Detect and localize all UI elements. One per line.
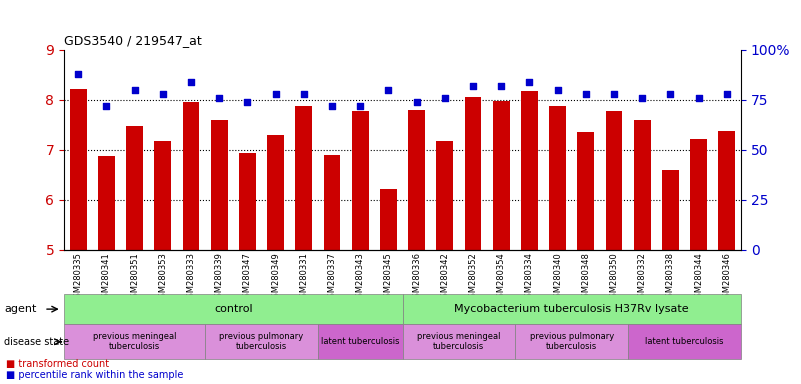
- Point: [382, 87, 395, 93]
- Point: [608, 91, 621, 97]
- Bar: [578, 132, 594, 250]
- Point: [184, 79, 197, 85]
- Point: [579, 91, 592, 97]
- Bar: [662, 170, 679, 250]
- Text: disease state: disease state: [4, 337, 69, 347]
- Text: ■ transformed count: ■ transformed count: [6, 359, 110, 369]
- Bar: [126, 126, 143, 250]
- Bar: [239, 153, 256, 250]
- Bar: [268, 135, 284, 250]
- Point: [467, 83, 480, 89]
- Bar: [606, 111, 622, 250]
- Bar: [521, 91, 538, 250]
- Text: agent: agent: [4, 304, 36, 314]
- Bar: [493, 101, 509, 250]
- Bar: [718, 131, 735, 250]
- Point: [325, 103, 338, 109]
- Bar: [324, 155, 340, 250]
- Point: [269, 91, 282, 97]
- Text: latent tuberculosis: latent tuberculosis: [646, 337, 724, 346]
- Point: [636, 95, 649, 101]
- Bar: [183, 103, 199, 250]
- Bar: [70, 89, 87, 250]
- Text: GDS3540 / 219547_at: GDS3540 / 219547_at: [64, 34, 202, 47]
- Bar: [98, 156, 115, 250]
- Bar: [690, 139, 707, 250]
- Text: ■ percentile rank within the sample: ■ percentile rank within the sample: [6, 370, 183, 380]
- Bar: [380, 189, 396, 250]
- Text: control: control: [214, 304, 252, 314]
- Point: [354, 103, 367, 109]
- Text: Mycobacterium tuberculosis H37Rv lysate: Mycobacterium tuberculosis H37Rv lysate: [454, 304, 689, 314]
- Text: latent tuberculosis: latent tuberculosis: [321, 337, 400, 346]
- Bar: [352, 111, 368, 250]
- Point: [523, 79, 536, 85]
- Point: [100, 103, 113, 109]
- Bar: [155, 141, 171, 250]
- Text: previous pulmonary
tuberculosis: previous pulmonary tuberculosis: [219, 332, 304, 351]
- Point: [551, 87, 564, 93]
- Point: [664, 91, 677, 97]
- Bar: [465, 98, 481, 250]
- Bar: [409, 110, 425, 250]
- Point: [438, 95, 451, 101]
- Point: [495, 83, 508, 89]
- Bar: [634, 120, 650, 250]
- Point: [213, 95, 226, 101]
- Point: [156, 91, 169, 97]
- Point: [720, 91, 733, 97]
- Point: [692, 95, 705, 101]
- Bar: [549, 106, 566, 250]
- Point: [297, 91, 310, 97]
- Bar: [437, 141, 453, 250]
- Point: [72, 71, 85, 77]
- Text: previous meningeal
tuberculosis: previous meningeal tuberculosis: [93, 332, 176, 351]
- Text: previous pulmonary
tuberculosis: previous pulmonary tuberculosis: [529, 332, 614, 351]
- Bar: [296, 106, 312, 250]
- Point: [241, 99, 254, 105]
- Point: [128, 87, 141, 93]
- Text: previous meningeal
tuberculosis: previous meningeal tuberculosis: [417, 332, 501, 351]
- Bar: [211, 120, 227, 250]
- Point: [410, 99, 423, 105]
